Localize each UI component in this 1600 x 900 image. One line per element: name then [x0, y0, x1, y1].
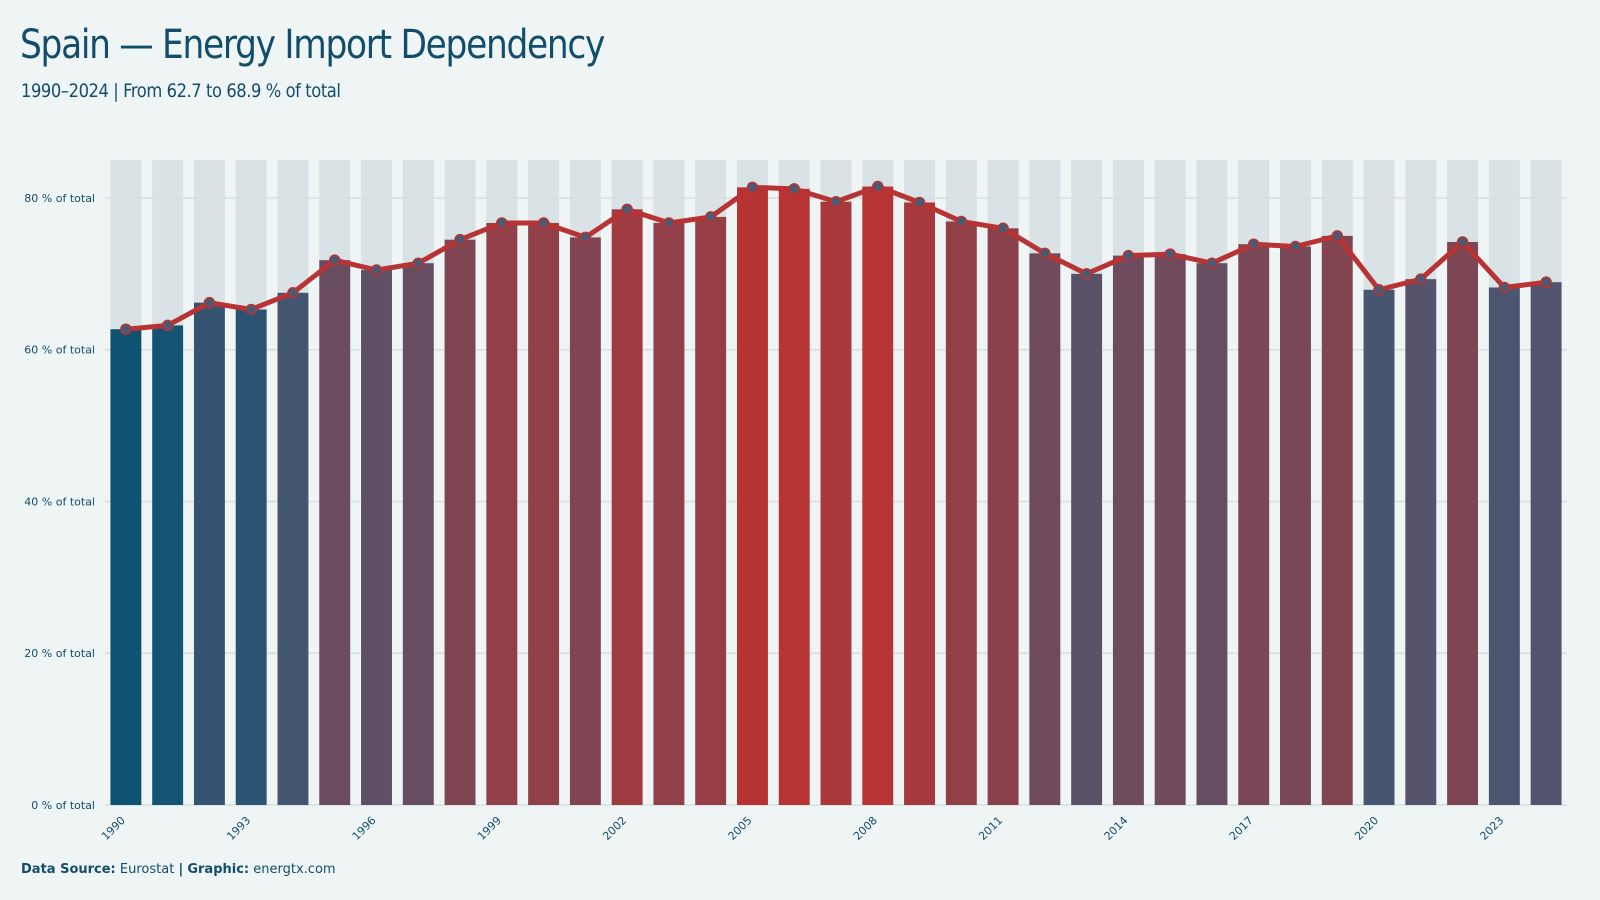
point-2023 — [1498, 281, 1511, 294]
point-2022 — [1456, 236, 1469, 248]
y-tick-label: 80 % of total — [24, 192, 95, 205]
bar-2000 — [528, 222, 560, 805]
point-2020 — [1373, 284, 1385, 296]
bar-2001 — [569, 237, 601, 805]
bar-2004 — [695, 216, 727, 806]
x-tick-label: 2008 — [851, 814, 880, 843]
bar-2019 — [1321, 235, 1353, 806]
point-1992 — [203, 296, 216, 309]
chart-title: Spain — Energy Import Dependency — [20, 22, 605, 68]
graphic-label: Graphic: — [187, 862, 250, 877]
bar-1992 — [193, 302, 225, 805]
bar-2017 — [1238, 244, 1270, 805]
bar-1999 — [486, 222, 518, 805]
point-1991 — [161, 319, 174, 332]
point-2015 — [1164, 248, 1176, 260]
chart-footer: Data Source: Eurostat | Graphic: energtx… — [21, 862, 336, 877]
bar-2015 — [1154, 254, 1186, 805]
bar-2010 — [945, 221, 977, 805]
bar-2024 — [1530, 282, 1562, 805]
chart-subtitle: 1990–2024 | From 62.7 to 68.9 % of total — [21, 80, 341, 102]
x-tick-label: 2020 — [1352, 814, 1381, 843]
bar-2007 — [820, 201, 852, 805]
bar-2013 — [1071, 273, 1103, 806]
point-1995 — [328, 254, 341, 266]
bar-2022 — [1447, 241, 1479, 805]
point-2012 — [1039, 247, 1051, 260]
x-tick-label: 2011 — [976, 814, 1005, 843]
bar-2005 — [737, 187, 768, 806]
x-tick-label: 1999 — [475, 814, 504, 843]
point-1990 — [120, 323, 132, 335]
point-2006 — [788, 183, 800, 195]
x-tick-label: 1993 — [224, 814, 253, 843]
point-1996 — [370, 264, 383, 276]
source-value: Eurostat — [119, 862, 175, 877]
y-tick-label: 60 % of total — [24, 344, 95, 357]
point-2010 — [955, 215, 968, 228]
bar-2014 — [1112, 255, 1144, 806]
point-2024 — [1540, 276, 1552, 288]
x-tick-label: 2005 — [726, 814, 755, 843]
bar-2023 — [1488, 287, 1520, 805]
point-2013 — [1080, 268, 1093, 280]
bar-2003 — [653, 222, 685, 805]
point-2016 — [1206, 257, 1218, 269]
x-tick-label: 1996 — [350, 814, 379, 843]
point-2001 — [579, 231, 592, 244]
point-1998 — [454, 233, 466, 246]
graphic-value: energtx.com — [253, 862, 336, 877]
point-2011 — [997, 222, 1009, 235]
y-tick-label: 20 % of total — [24, 647, 95, 660]
point-2005 — [746, 181, 759, 194]
bar-2016 — [1196, 263, 1228, 805]
bar-2018 — [1280, 246, 1311, 806]
point-2017 — [1247, 238, 1260, 250]
x-tick-label: 2002 — [600, 814, 629, 843]
bar-1991 — [152, 325, 184, 805]
x-tick-label: 2014 — [1102, 814, 1131, 843]
point-2004 — [704, 211, 717, 223]
bar-1995 — [319, 260, 351, 806]
point-2000 — [537, 217, 550, 229]
bar-1994 — [277, 292, 309, 805]
bar-2012 — [1029, 253, 1061, 805]
x-tick-label: 2017 — [1227, 814, 1256, 843]
point-1999 — [496, 217, 508, 229]
bar-2008 — [862, 186, 894, 805]
point-1994 — [287, 287, 299, 299]
bar-2009 — [904, 202, 935, 805]
point-2007 — [830, 195, 842, 208]
point-2018 — [1289, 240, 1302, 253]
y-tick-label: 0 % of total — [31, 799, 95, 812]
point-2002 — [621, 203, 633, 216]
y-tick-label: 40 % of total — [24, 495, 95, 508]
point-2008 — [872, 180, 884, 193]
bar-1996 — [361, 270, 392, 805]
x-tick-label: 2023 — [1477, 814, 1506, 843]
bar-2002 — [611, 209, 643, 805]
bar-1990 — [110, 329, 142, 805]
point-2014 — [1122, 249, 1135, 262]
bar-2020 — [1363, 289, 1395, 806]
footer-separator: | — [178, 862, 184, 877]
bar-1998 — [444, 239, 476, 806]
point-2009 — [913, 196, 926, 209]
point-2019 — [1331, 230, 1344, 242]
point-2021 — [1415, 273, 1427, 285]
source-label: Data Source: — [21, 862, 116, 877]
point-1997 — [412, 257, 425, 269]
bar-2011 — [987, 228, 1019, 805]
bar-1993 — [235, 309, 267, 805]
point-1993 — [245, 303, 257, 316]
bar-2006 — [778, 188, 810, 805]
bar-1997 — [402, 263, 434, 805]
point-2003 — [663, 217, 675, 229]
x-tick-label: 1990 — [99, 814, 128, 843]
bar-2021 — [1405, 279, 1437, 806]
